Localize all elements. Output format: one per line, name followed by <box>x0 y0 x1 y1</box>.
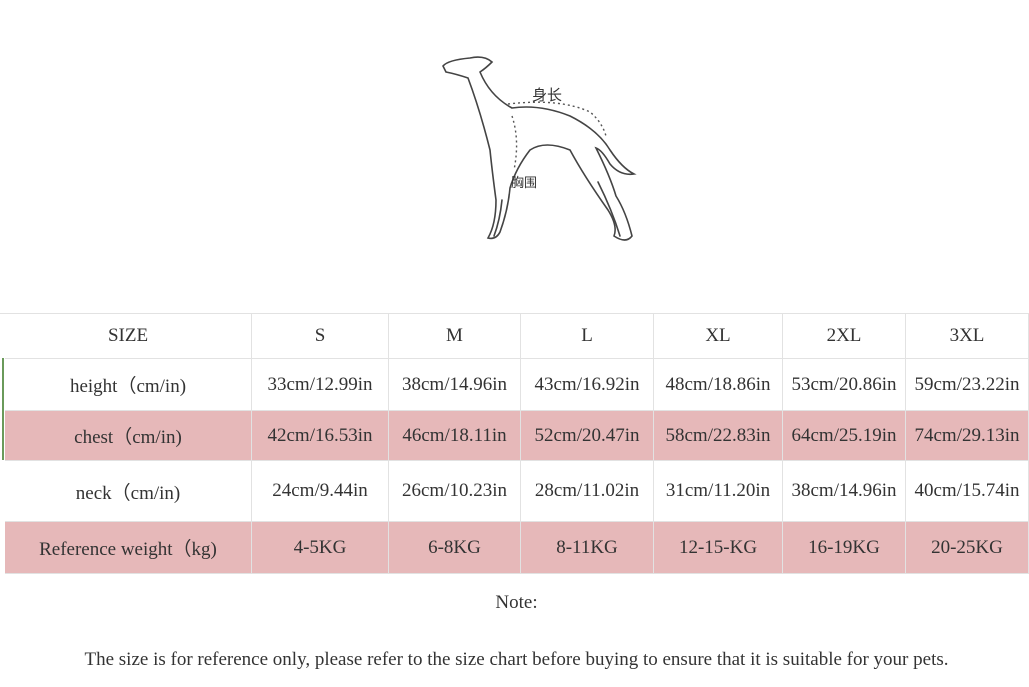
length-label: 身长 <box>532 86 562 104</box>
row-label: Reference weight（kg) <box>5 522 252 574</box>
header-cell: M <box>389 314 521 359</box>
table-cell: 59cm/23.22in <box>906 359 1029 411</box>
row-label: neck（cm/in) <box>5 461 252 522</box>
dog-illustration: 身长 胸围 <box>442 56 637 241</box>
row-label: chest（cm/in) <box>5 411 252 461</box>
table-cell: 48cm/18.86in <box>654 359 783 411</box>
size-table: SIZE S M L XL 2XL 3XL height（cm/in) 33cm/12.99in… <box>0 313 1029 574</box>
table-cell: 8-11KG <box>521 522 654 574</box>
table-cell: 53cm/20.86in <box>783 359 906 411</box>
note: Note: <box>495 592 538 613</box>
table-cell: 31cm/11.20in <box>654 461 783 522</box>
table-cell: 58cm/22.83in <box>654 411 783 461</box>
table-cell: 16-19KG <box>783 522 906 574</box>
table-cell: 46cm/18.11in <box>389 411 521 461</box>
length-guide <box>507 101 607 137</box>
table-cell: 38cm/14.96in <box>783 461 906 522</box>
chest-label: 胸围 <box>511 176 537 191</box>
header-cell: 2XL <box>783 314 906 359</box>
chest-guide <box>511 115 518 171</box>
table-cell: 24cm/9.44in <box>252 461 389 522</box>
table-cell: 26cm/10.23in <box>389 461 521 522</box>
table-cell: 40cm/15.74in <box>906 461 1029 522</box>
header-cell: 3XL <box>906 314 1029 359</box>
table-cell: 12-15-KG <box>654 522 783 574</box>
header-cell: L <box>521 314 654 359</box>
row-label: height（cm/in) <box>5 359 252 411</box>
row-marker <box>2 358 4 460</box>
table-cell: 64cm/25.19in <box>783 411 906 461</box>
table-cell: 74cm/29.13in <box>906 411 1029 461</box>
table-cell: 6-8KG <box>389 522 521 574</box>
table-cell: 38cm/14.96in <box>389 359 521 411</box>
table-cell: 43cm/16.92in <box>521 359 654 411</box>
table-cell: 20-25KG <box>906 522 1029 574</box>
table-cell: 4-5KG <box>252 522 389 574</box>
table-cell: 42cm/16.53in <box>252 411 389 461</box>
table-cell: 52cm/20.47in <box>521 411 654 461</box>
table-cell: 28cm/11.02in <box>521 461 654 522</box>
header-cell: XL <box>654 314 783 359</box>
header-cell: S <box>252 314 389 359</box>
table-cell: 33cm/12.99in <box>252 359 389 411</box>
header-cell: SIZE <box>5 314 252 359</box>
footer: The size is for reference only, please r… <box>84 649 949 670</box>
dog-outline <box>442 56 637 241</box>
